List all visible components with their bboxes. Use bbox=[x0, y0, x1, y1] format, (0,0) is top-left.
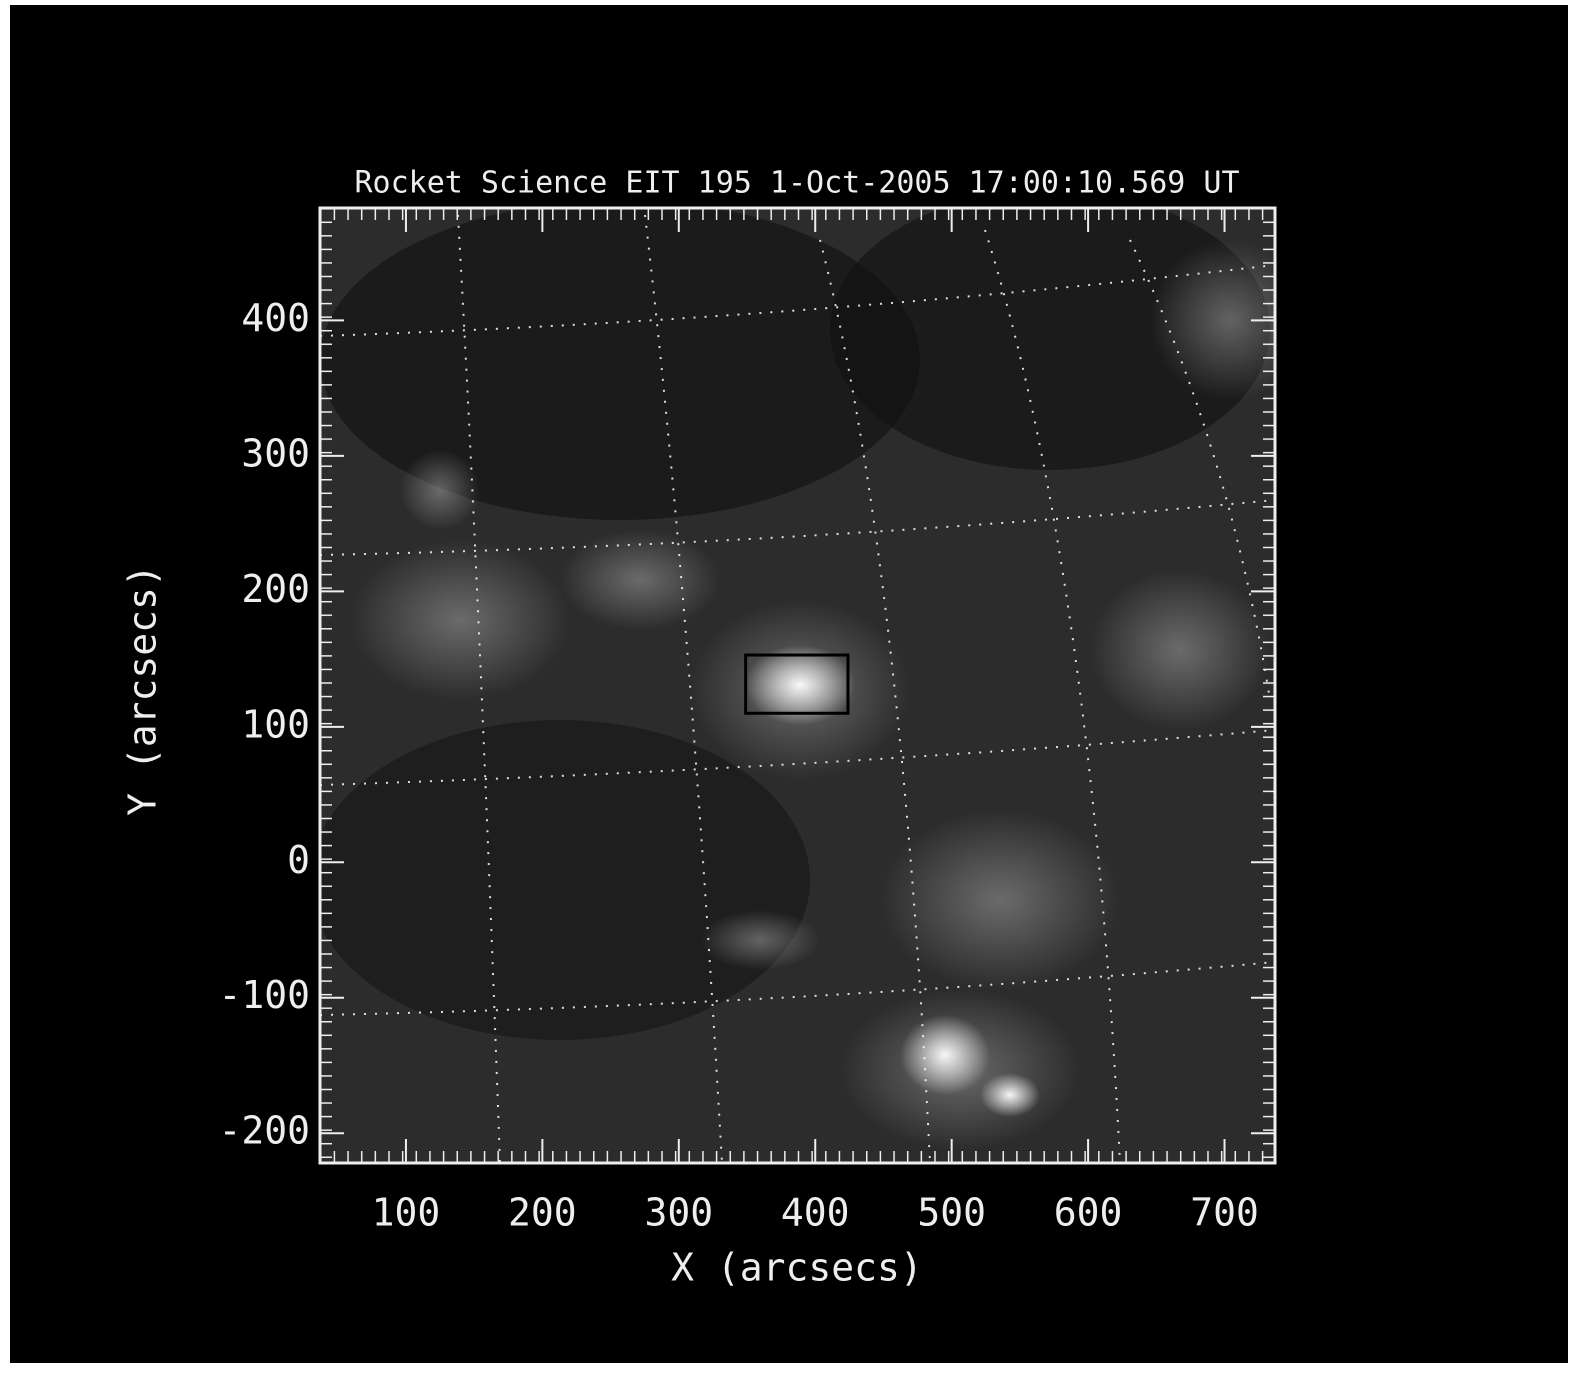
chart: Rocket Science EIT 195 1-Oct-2005 17:00:… bbox=[0, 0, 1596, 1388]
minor-ticks bbox=[320, 208, 1275, 220]
page: Rocket Science EIT 195 1-Oct-2005 17:00:… bbox=[0, 0, 1596, 1388]
y-tick-label: 0 bbox=[287, 838, 310, 882]
y-tick-label: 200 bbox=[241, 567, 310, 611]
chart-title: Rocket Science EIT 195 1-Oct-2005 17:00:… bbox=[354, 166, 1239, 201]
y-axis-title: Y (arcsecs) bbox=[121, 564, 165, 816]
minor-ticks bbox=[320, 1151, 1275, 1163]
x-tick-label: 200 bbox=[508, 1191, 577, 1235]
y-tick-label: -100 bbox=[218, 973, 310, 1017]
x-tick-label: 600 bbox=[1054, 1191, 1123, 1235]
x-tick-label: 500 bbox=[917, 1191, 986, 1235]
y-tick-label: 400 bbox=[241, 296, 310, 340]
x-tick-label: 300 bbox=[644, 1191, 713, 1235]
y-tick-label: 100 bbox=[241, 702, 310, 746]
x-tick-label: 400 bbox=[781, 1191, 850, 1235]
minor-ticks bbox=[1263, 208, 1275, 1163]
solar-image bbox=[310, 190, 1310, 1163]
x-axis-title: X (arcsecs) bbox=[671, 1246, 923, 1290]
y-tick-label: -200 bbox=[218, 1109, 310, 1153]
minor-ticks bbox=[320, 208, 332, 1163]
x-tick-label: 100 bbox=[372, 1191, 441, 1235]
x-tick-label: 700 bbox=[1190, 1191, 1259, 1235]
y-tick-label: 300 bbox=[241, 431, 310, 475]
